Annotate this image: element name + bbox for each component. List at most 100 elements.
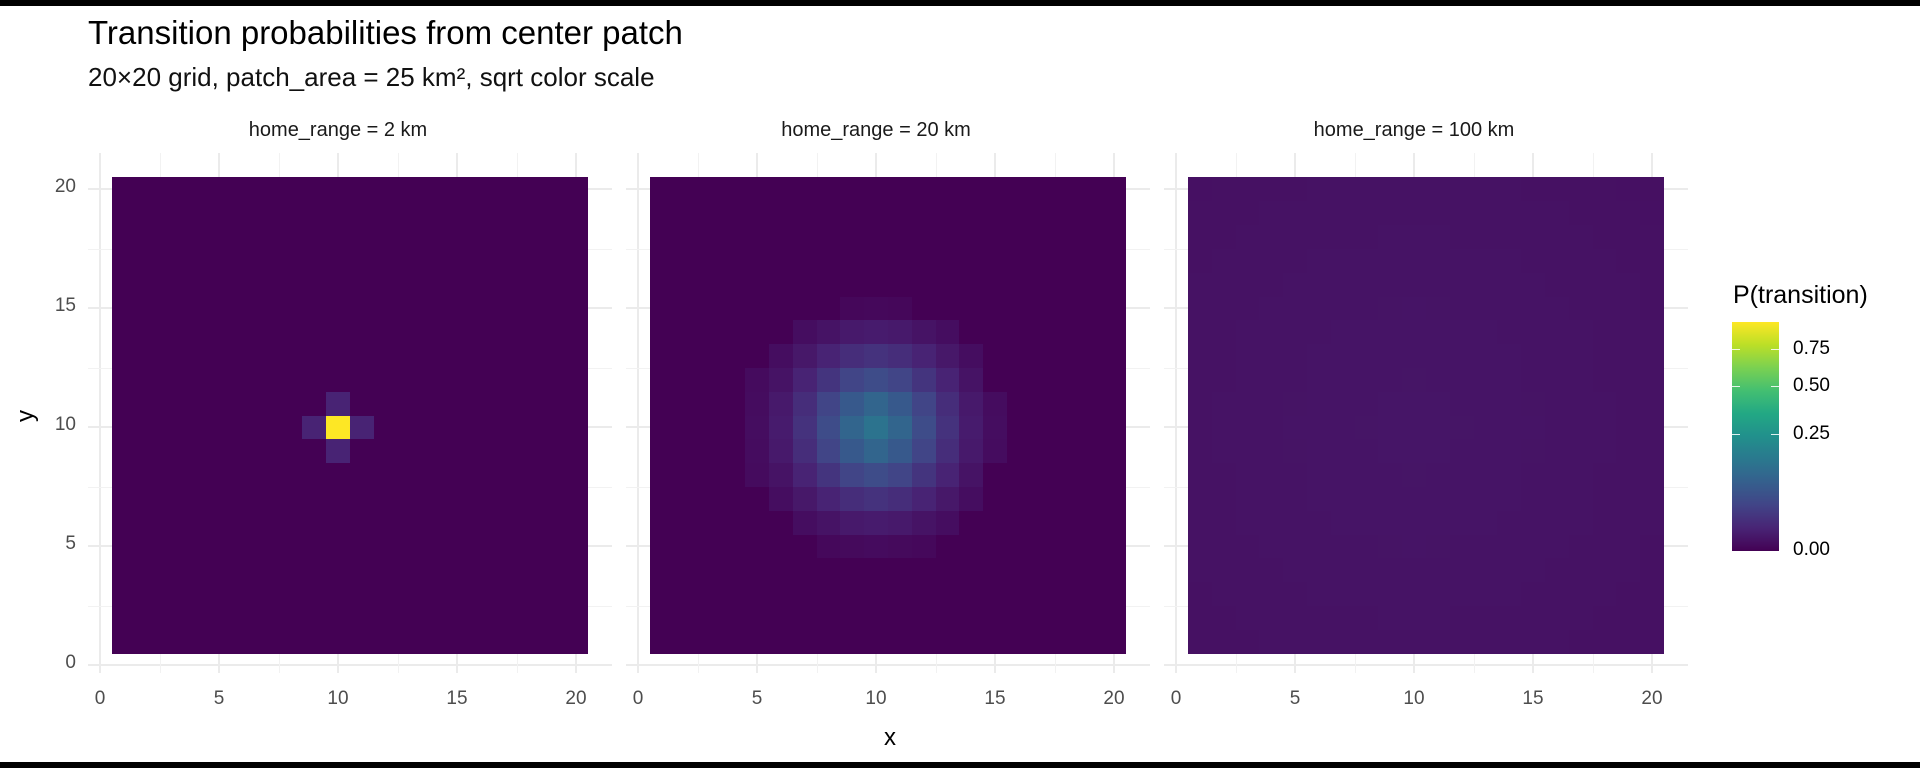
heatmap-cell: [1568, 605, 1594, 630]
heatmap-cell: [1006, 248, 1032, 273]
heatmap-cell: [840, 581, 865, 607]
heatmap-cell: [1006, 343, 1032, 369]
heatmap-cell: [1521, 343, 1546, 369]
heatmap-cell: [935, 629, 960, 654]
heatmap-cell: [445, 534, 470, 559]
heatmap-cell: [1006, 438, 1032, 464]
heatmap-cell: [445, 557, 470, 583]
heatmap-cell: [1402, 200, 1427, 226]
heatmap-cell: [230, 367, 256, 392]
heatmap-cell: [1568, 581, 1594, 607]
heatmap-cell: [159, 248, 184, 273]
heatmap-cell: [792, 343, 818, 369]
heatmap-cell: [111, 415, 137, 440]
heatmap-cell: [492, 486, 518, 511]
heatmap-cell: [721, 534, 746, 559]
heatmap-cell: [1521, 534, 1546, 559]
heatmap-cell: [492, 391, 518, 416]
heatmap-cell: [745, 177, 770, 202]
heatmap-cell: [302, 557, 327, 583]
heatmap-cell: [1078, 248, 1103, 273]
heatmap-cell: [397, 177, 422, 202]
heatmap-cell: [1568, 296, 1594, 321]
heatmap-cell: [1030, 486, 1056, 511]
heatmap-cell: [1283, 200, 1308, 226]
heatmap-cell: [745, 296, 770, 321]
heatmap-cell: [768, 177, 794, 202]
heatmap-cell: [1568, 343, 1594, 369]
heatmap-cell: [959, 367, 984, 392]
heatmap-cell: [1378, 248, 1403, 273]
heatmap-cell: [1378, 272, 1403, 297]
heatmap-cell: [278, 200, 303, 226]
heatmap-cell: [935, 534, 960, 559]
heatmap-panel-100km: [1164, 153, 1688, 673]
heatmap-cell: [959, 224, 984, 250]
heatmap-cell: [1078, 581, 1103, 607]
heatmap-cell: [673, 438, 699, 464]
heatmap-cell: [135, 581, 161, 607]
heatmap-cell: [1354, 486, 1379, 511]
heatmap-cell: [1102, 177, 1127, 202]
heatmap-cell: [492, 510, 518, 535]
heatmap-cell: [1497, 319, 1522, 345]
heatmap-cell: [1640, 462, 1665, 488]
heatmap-cell: [1078, 319, 1103, 345]
heatmap-cell: [1568, 319, 1594, 345]
heatmap-cell: [135, 367, 161, 392]
heatmap-cell: [983, 224, 1008, 250]
heatmap-cell: [840, 629, 865, 654]
heatmap-cell: [230, 438, 256, 464]
heatmap-cell: [745, 557, 770, 583]
heatmap-cell: [278, 391, 303, 416]
heatmap-cell: [911, 415, 937, 440]
heatmap-cell: [111, 177, 137, 202]
heatmap-cell: [492, 581, 518, 607]
x-tick-10: 10: [327, 688, 349, 709]
heatmap-cell: [864, 581, 889, 607]
heatmap-cell: [421, 319, 446, 345]
heatmap-cell: [540, 605, 565, 630]
legend-label-000: 0.00: [1793, 539, 1830, 560]
heatmap-cell: [816, 224, 841, 250]
heatmap-cell: [1187, 343, 1213, 369]
heatmap-cell: [468, 629, 494, 654]
heatmap-cell: [1521, 200, 1546, 226]
heatmap-cell: [864, 629, 889, 654]
heatmap-cell: [1544, 319, 1570, 345]
heatmap-cell: [516, 605, 541, 630]
heatmap-cell: [1030, 391, 1056, 416]
heatmap-cell: [254, 319, 280, 345]
heatmap-cell: [445, 629, 470, 654]
heatmap-cell: [1544, 272, 1570, 297]
y-tick-20: 20: [54, 176, 76, 197]
heatmap-cell: [983, 605, 1008, 630]
heatmap-cell: [1640, 224, 1665, 250]
heatmap-cell: [983, 415, 1008, 440]
heatmap-cell: [540, 391, 565, 416]
heatmap-cell: [1259, 296, 1284, 321]
heatmap-cell: [326, 629, 351, 654]
heatmap-cell: [445, 200, 470, 226]
heatmap-cell: [1425, 319, 1451, 345]
heatmap-cell: [1006, 272, 1032, 297]
heatmap-cell: [887, 296, 913, 321]
heatmap-cell: [1030, 581, 1056, 607]
heatmap-cell: [1102, 605, 1127, 630]
heatmap-cell: [816, 557, 841, 583]
heatmap-cell: [721, 510, 746, 535]
heatmap-cell: [540, 629, 565, 654]
heatmap-cell: [1030, 319, 1056, 345]
heatmap-cell: [1544, 629, 1570, 654]
heatmap-cell: [721, 486, 746, 511]
heatmap-cell: [911, 534, 937, 559]
heatmap-cell: [1054, 415, 1079, 440]
heatmap-cell: [1592, 486, 1617, 511]
heatmap-cell: [1616, 296, 1641, 321]
heatmap-cell: [768, 486, 794, 511]
heatmap-cell: [1259, 177, 1284, 202]
heatmap-cell: [983, 486, 1008, 511]
heatmap-cell: [1521, 462, 1546, 488]
heatmap-cell: [792, 367, 818, 392]
heatmap-cell: [1006, 629, 1032, 654]
